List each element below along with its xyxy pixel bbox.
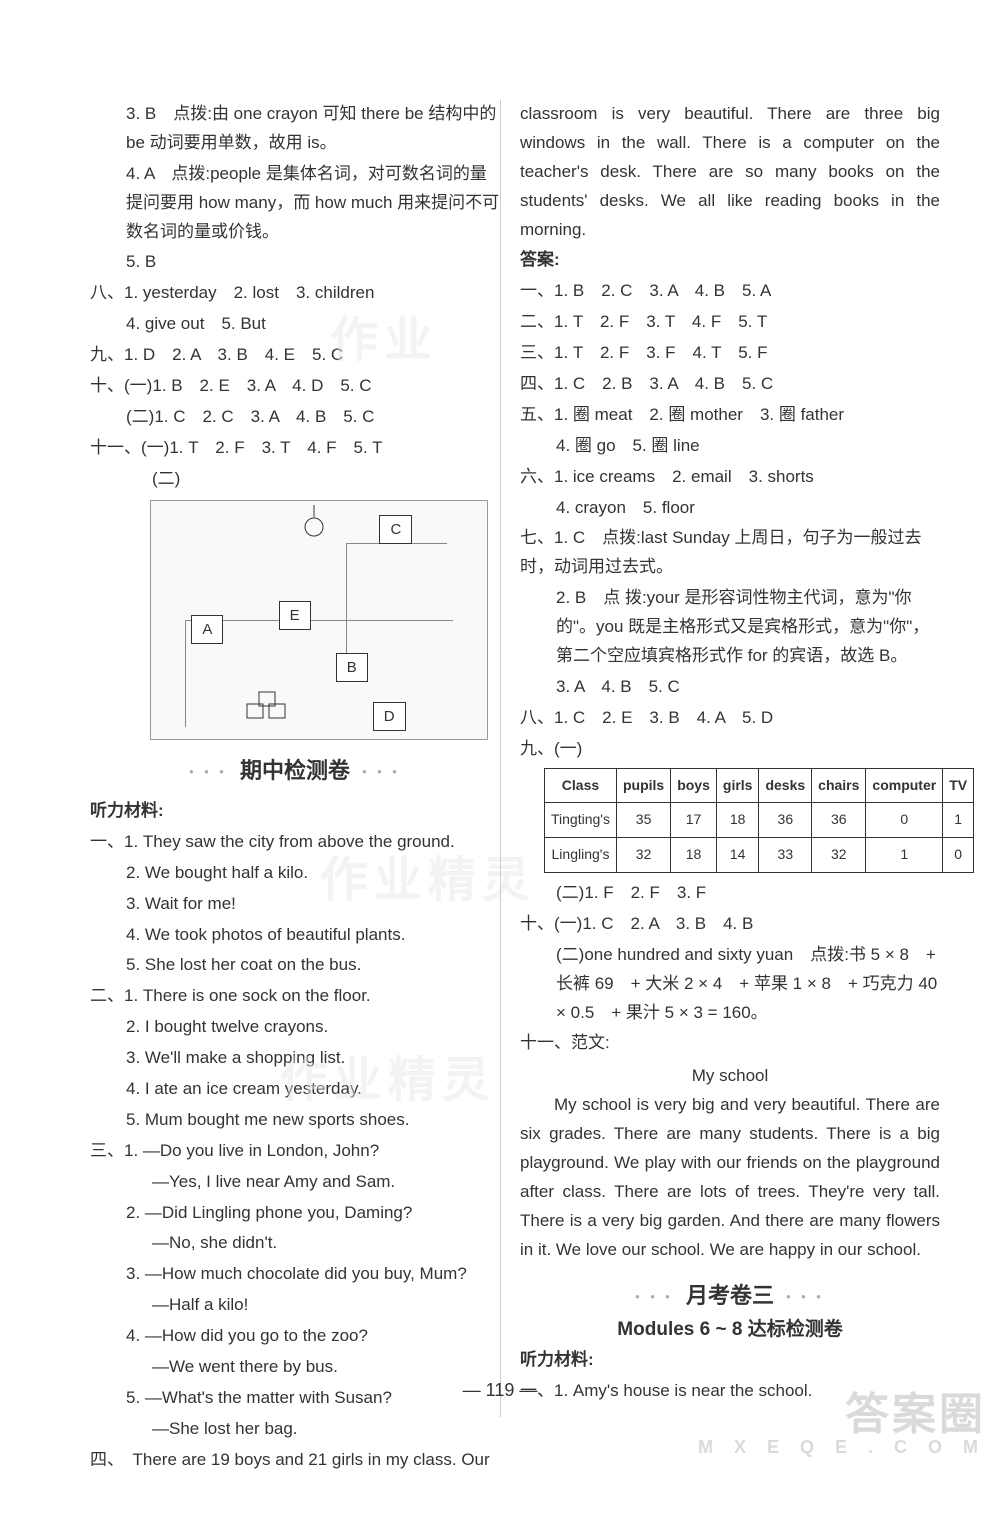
listening-line: 3. Wait for me! bbox=[90, 890, 500, 919]
listening-line: —We went there by bus. bbox=[90, 1353, 500, 1382]
answer-line: 2. B 点 拨:your 是形容词性物主代词，意为"你的"。you 既是主格形… bbox=[520, 584, 940, 671]
td: 36 bbox=[759, 803, 812, 838]
answer-line: 六、1. ice creams 2. email 3. shorts bbox=[520, 463, 940, 492]
listening-line: 4. —How did you go to the zoo? bbox=[90, 1322, 500, 1351]
listening-line: 3. —How much chocolate did you buy, Mum? bbox=[90, 1260, 500, 1289]
td: 14 bbox=[716, 838, 759, 873]
td: 0 bbox=[866, 803, 943, 838]
listening-line: 4. I ate an ice cream yesterday. bbox=[90, 1075, 500, 1104]
td: 1 bbox=[943, 803, 974, 838]
td: 18 bbox=[671, 838, 717, 873]
listening-line: 4. We took photos of beautiful plants. bbox=[90, 921, 500, 950]
room-diagram: A B C D E bbox=[150, 500, 488, 740]
boxes-icon bbox=[245, 690, 305, 724]
answer-line: 4. A 点拨:people 是集体名词，对可数名词的量提问要用 how man… bbox=[90, 160, 500, 247]
diagram-label-e: E bbox=[279, 601, 311, 631]
th: chairs bbox=[812, 768, 866, 803]
listening-line: 2. I bought twelve crayons. bbox=[90, 1013, 500, 1042]
listening-line: 2. —Did Lingling phone you, Daming? bbox=[90, 1199, 500, 1228]
watermark: 答案圈 M X E Q E . C O M bbox=[698, 1392, 986, 1457]
listening-header: 听力材料: bbox=[90, 797, 500, 826]
listening-line: —Yes, I live near Amy and Sam. bbox=[90, 1168, 500, 1197]
answer-line: 4. 圈 go 5. 圈 line bbox=[520, 432, 940, 461]
listening-line: 3. We'll make a shopping list. bbox=[90, 1044, 500, 1073]
answers-header: 答案: bbox=[520, 246, 940, 275]
td: 35 bbox=[616, 803, 670, 838]
listening-line: —No, she didn't. bbox=[90, 1229, 500, 1258]
td: 36 bbox=[812, 803, 866, 838]
column-divider bbox=[500, 100, 501, 1417]
answer-line: 七、1. C 点拨:last Sunday 上周日，句子为一般过去时，动词用过去… bbox=[520, 524, 940, 582]
watermark-sub: M X E Q E . C O M bbox=[698, 1438, 986, 1457]
answer-line: 4. give out 5. But bbox=[90, 310, 500, 339]
td: 32 bbox=[616, 838, 670, 873]
answer-line: 八、1. yesterday 2. lost 3. children bbox=[90, 279, 500, 308]
th: computer bbox=[866, 768, 943, 803]
listening-line: 一、1. They saw the city from above the gr… bbox=[90, 828, 500, 857]
answer-line: 十、(一)1. C 2. A 3. B 4. B bbox=[520, 910, 940, 939]
watermark-text: 答案圈 bbox=[845, 1390, 986, 1439]
listening-header: 听力材料: bbox=[520, 1346, 940, 1375]
essay-body: My school is very big and very beautiful… bbox=[520, 1091, 940, 1264]
paragraph: classroom is very beautiful. There are t… bbox=[520, 100, 940, 244]
table-row: Tingting's 35 17 18 36 36 0 1 bbox=[545, 803, 974, 838]
left-column: 3. B 点拨:由 one crayon 可知 there be 结构中的 be… bbox=[90, 100, 500, 1477]
listening-line: 四、 There are 19 boys and 21 girls in my … bbox=[90, 1446, 500, 1475]
diagram-label-d: D bbox=[373, 702, 406, 732]
table-row: Lingling's 32 18 14 33 32 1 0 bbox=[545, 838, 974, 873]
answer-line: (二)one hundred and sixty yuan 点拨:书 5 × 8… bbox=[520, 941, 940, 1028]
monthly-test-title: 月考卷三 bbox=[520, 1277, 940, 1314]
td: 33 bbox=[759, 838, 812, 873]
listening-line: —Half a kilo! bbox=[90, 1291, 500, 1320]
listening-line: 5. Mum bought me new sports shoes. bbox=[90, 1106, 500, 1135]
answer-line: 3. B 点拨:由 one crayon 可知 there be 结构中的 be… bbox=[90, 100, 500, 158]
td: 0 bbox=[943, 838, 974, 873]
td: 18 bbox=[716, 803, 759, 838]
answer-line: 4. crayon 5. floor bbox=[520, 494, 940, 523]
answer-line: 3. A 4. B 5. C bbox=[520, 673, 940, 702]
answer-line: 十一、(一)1. T 2. F 3. T 4. F 5. T bbox=[90, 434, 500, 463]
midterm-title: 期中检测卷 bbox=[90, 752, 500, 789]
td: 17 bbox=[671, 803, 717, 838]
right-column: classroom is very beautiful. There are t… bbox=[520, 100, 940, 1477]
answer-line: 九、(一) bbox=[520, 735, 940, 764]
diagram-label-a: A bbox=[191, 615, 223, 645]
answer-line: 十、(一)1. B 2. E 3. A 4. D 5. C bbox=[90, 372, 500, 401]
listening-line: 三、1. —Do you live in London, John? bbox=[90, 1137, 500, 1166]
diagram-label-c: C bbox=[379, 515, 412, 545]
th: Class bbox=[545, 768, 617, 803]
listening-line: —She lost her bag. bbox=[90, 1415, 500, 1444]
th: girls bbox=[716, 768, 759, 803]
answer-line: 一、1. B 2. C 3. A 4. B 5. A bbox=[520, 277, 940, 306]
answer-line: 九、1. D 2. A 3. B 4. E 5. C bbox=[90, 341, 500, 370]
monthly-test-subtitle: Modules 6 ~ 8 达标检测卷 bbox=[520, 1314, 940, 1346]
table-header-row: Class pupils boys girls desks chairs com… bbox=[545, 768, 974, 803]
listening-line: 5. She lost her coat on the bus. bbox=[90, 951, 500, 980]
answer-line: 十一、范文: bbox=[520, 1029, 940, 1058]
td: Lingling's bbox=[545, 838, 617, 873]
answer-line: 5. B bbox=[90, 248, 500, 277]
td: Tingting's bbox=[545, 803, 617, 838]
page: 作业 作业精灵 作业精灵 3. B 点拨:由 one crayon 可知 the… bbox=[0, 0, 1000, 1537]
th: pupils bbox=[616, 768, 670, 803]
th: desks bbox=[759, 768, 812, 803]
answer-line: (二)1. C 2. C 3. A 4. B 5. C bbox=[90, 403, 500, 432]
th: TV bbox=[943, 768, 974, 803]
answer-line: 二、1. T 2. F 3. T 4. F 5. T bbox=[520, 308, 940, 337]
answer-line: 八、1. C 2. E 3. B 4. A 5. D bbox=[520, 704, 940, 733]
diagram-label-b: B bbox=[336, 653, 368, 683]
class-table: Class pupils boys girls desks chairs com… bbox=[544, 768, 974, 873]
lamp-icon bbox=[299, 505, 329, 545]
answer-line: 五、1. 圈 meat 2. 圈 mother 3. 圈 father bbox=[520, 401, 940, 430]
td: 1 bbox=[866, 838, 943, 873]
answer-line: 四、1. C 2. B 3. A 4. B 5. C bbox=[520, 370, 940, 399]
essay-title: My school bbox=[520, 1062, 940, 1091]
th: boys bbox=[671, 768, 717, 803]
listening-line: 2. We bought half a kilo. bbox=[90, 859, 500, 888]
answer-line: (二) bbox=[90, 465, 500, 494]
listening-line: 二、1. There is one sock on the floor. bbox=[90, 982, 500, 1011]
td: 32 bbox=[812, 838, 866, 873]
answer-line: 三、1. T 2. F 3. F 4. T 5. F bbox=[520, 339, 940, 368]
answer-line: (二)1. F 2. F 3. F bbox=[520, 879, 940, 908]
